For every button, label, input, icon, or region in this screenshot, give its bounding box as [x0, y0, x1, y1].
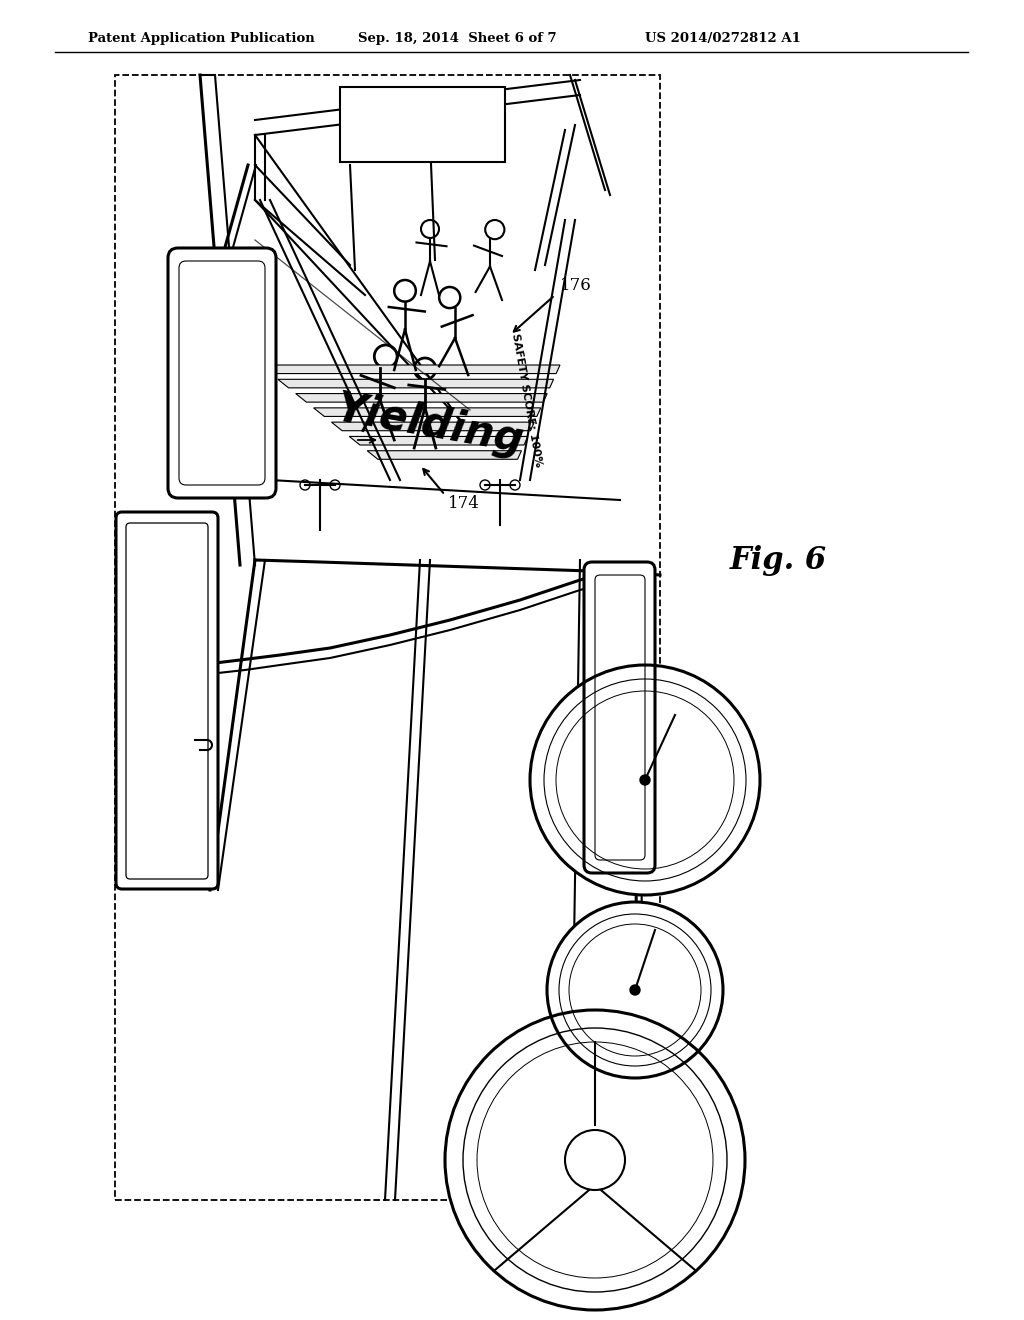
Polygon shape — [349, 437, 527, 445]
Polygon shape — [296, 393, 547, 403]
Polygon shape — [278, 379, 554, 388]
Circle shape — [445, 1010, 745, 1309]
FancyBboxPatch shape — [595, 576, 645, 861]
Text: SAFETY SCORE: 100%: SAFETY SCORE: 100% — [510, 333, 544, 467]
Bar — [340, 87, 505, 162]
FancyBboxPatch shape — [126, 523, 208, 879]
Circle shape — [640, 775, 650, 785]
FancyBboxPatch shape — [179, 261, 265, 484]
Circle shape — [530, 665, 760, 895]
Polygon shape — [260, 366, 560, 374]
Text: Sep. 18, 2014  Sheet 6 of 7: Sep. 18, 2014 Sheet 6 of 7 — [358, 32, 557, 45]
Text: 176: 176 — [560, 276, 592, 293]
Polygon shape — [368, 450, 521, 459]
Bar — [115, 75, 660, 1200]
Text: Fig. 6: Fig. 6 — [730, 544, 827, 576]
Text: Patent Application Publication: Patent Application Publication — [88, 32, 314, 45]
Text: Yielding: Yielding — [333, 388, 527, 462]
FancyBboxPatch shape — [116, 512, 218, 888]
Text: US 2014/0272812 A1: US 2014/0272812 A1 — [645, 32, 801, 45]
Circle shape — [565, 1130, 625, 1191]
Polygon shape — [313, 408, 541, 416]
Circle shape — [630, 985, 640, 995]
FancyBboxPatch shape — [168, 248, 276, 498]
Circle shape — [547, 902, 723, 1078]
FancyBboxPatch shape — [584, 562, 655, 873]
Text: 174: 174 — [449, 495, 480, 512]
Polygon shape — [332, 422, 535, 430]
